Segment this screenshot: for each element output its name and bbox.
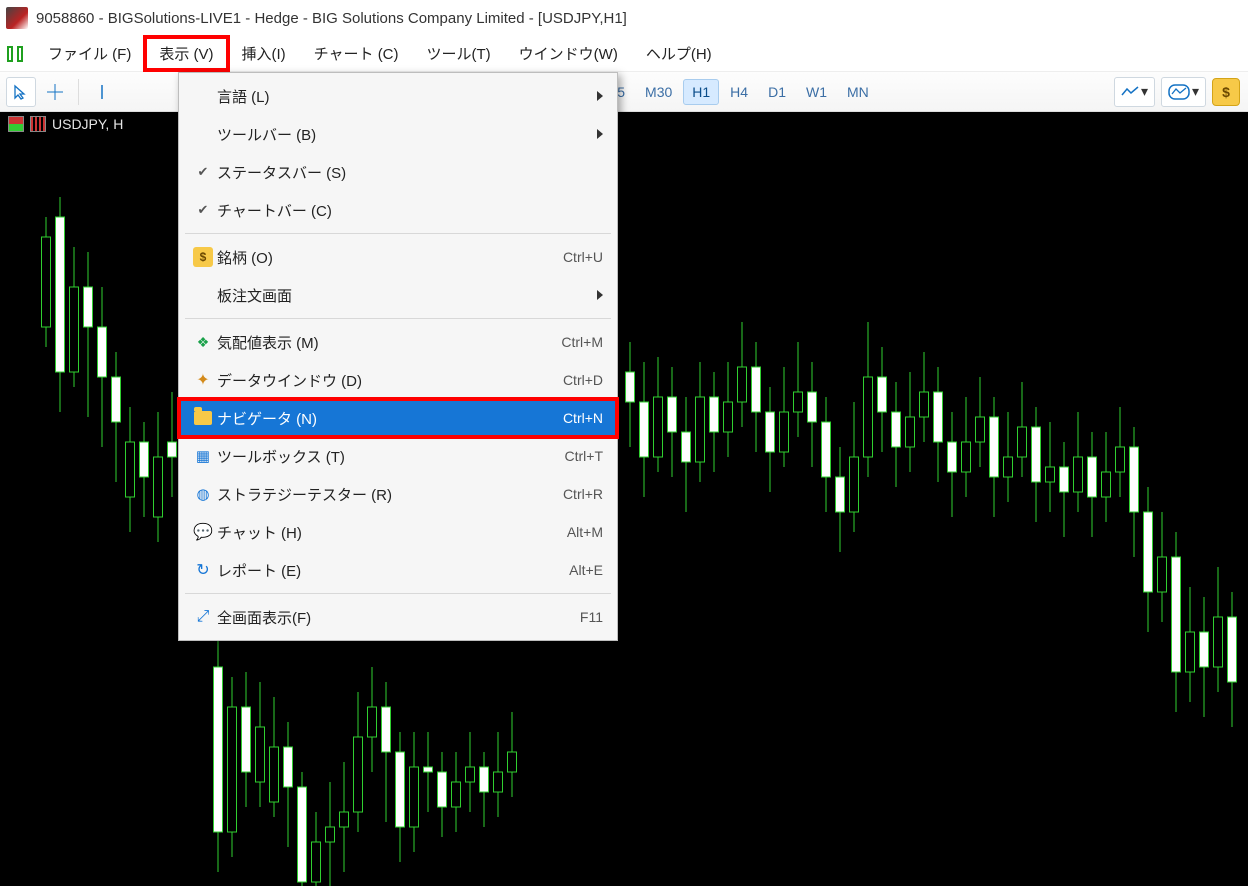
full-icon: ⤢ xyxy=(189,608,217,626)
dropdown-item-label: データウインドウ (D) xyxy=(217,370,563,391)
submenu-arrow-icon xyxy=(597,290,603,300)
menu-item[interactable]: ツール(T) xyxy=(413,37,505,70)
menu-item[interactable]: 表示 (V) xyxy=(145,37,227,70)
check-icon xyxy=(189,202,217,218)
toolbar-separator xyxy=(78,79,79,105)
dropdown-item-label: ストラテジーテスター (R) xyxy=(217,484,563,505)
timeframe-mn[interactable]: MN xyxy=(838,79,878,105)
menu-item[interactable]: チャート (C) xyxy=(300,37,413,70)
app-icon xyxy=(6,7,28,29)
dropdown-item-label: レポート (E) xyxy=(217,560,569,581)
mt-logo-icon xyxy=(4,43,26,65)
dropdown-item-label: 銘柄 (O) xyxy=(217,247,563,268)
tester-icon: ◍ xyxy=(189,485,217,503)
timeframe-h1[interactable]: H1 xyxy=(683,79,719,105)
line-chart-button[interactable]: ▾ xyxy=(1114,77,1155,107)
submenu-arrow-icon xyxy=(597,91,603,101)
symbol-icon: $ xyxy=(189,247,217,267)
dropdown-item-label: 気配値表示 (M) xyxy=(217,332,561,353)
vline-tool-button[interactable] xyxy=(87,77,117,107)
dropdown-item[interactable]: 💬チャット (H)Alt+M xyxy=(179,513,617,551)
dropdown-item[interactable]: ❖気配値表示 (M)Ctrl+M xyxy=(179,323,617,361)
shortcut-label: Alt+M xyxy=(567,524,603,540)
dropdown-separator xyxy=(185,233,611,234)
dropdown-item-label: ステータスバー (S) xyxy=(217,162,603,183)
timeframe-d1[interactable]: D1 xyxy=(759,79,795,105)
report-icon: ↻ xyxy=(189,560,217,580)
shortcut-label: Ctrl+U xyxy=(563,249,603,265)
indicator-button[interactable]: ▾ xyxy=(1161,77,1206,107)
menu-item[interactable]: ファイル (F) xyxy=(34,37,145,70)
menu-item[interactable]: ヘルプ(H) xyxy=(632,37,726,70)
view-dropdown-menu: 言語 (L) ツールバー (B) ステータスバー (S) チャートバー (C) $銘柄 … xyxy=(178,72,618,641)
dropdown-item[interactable]: ✦データウインドウ (D)Ctrl+D xyxy=(179,361,617,399)
window-title: 9058860 - BIGSolutions-LIVE1 - Hedge - B… xyxy=(36,10,627,27)
dollar-button[interactable]: $ xyxy=(1212,78,1240,106)
dropdown-item-label: 全画面表示(F) xyxy=(217,607,580,628)
dropdown-item[interactable]: ナビゲータ (N)Ctrl+N xyxy=(179,399,617,437)
dropdown-item[interactable]: ステータスバー (S) xyxy=(179,153,617,191)
shortcut-label: Ctrl+M xyxy=(561,334,603,350)
chat-icon: 💬 xyxy=(189,522,217,542)
menu-item[interactable]: 挿入(I) xyxy=(228,37,300,70)
dropdown-item[interactable]: $銘柄 (O)Ctrl+U xyxy=(179,238,617,276)
dropdown-item-label: 言語 (L) xyxy=(217,86,597,107)
dropdown-item[interactable]: ▦ツールボックス (T)Ctrl+T xyxy=(179,437,617,475)
dropdown-separator xyxy=(185,593,611,594)
menu-item[interactable]: ウインドウ(W) xyxy=(505,37,632,70)
dropdown-item-label: ツールボックス (T) xyxy=(217,446,565,467)
crosshair-tool-button[interactable] xyxy=(40,77,70,107)
cursor-tool-button[interactable] xyxy=(6,77,36,107)
shortcut-label: Ctrl+D xyxy=(563,372,603,388)
submenu-arrow-icon xyxy=(597,129,603,139)
shortcut-label: F11 xyxy=(580,609,603,625)
dropdown-separator xyxy=(185,318,611,319)
menubar: ファイル (F)表示 (V)挿入(I)チャート (C)ツール(T)ウインドウ(W… xyxy=(0,36,1248,72)
dropdown-item-label: ナビゲータ (N) xyxy=(217,408,563,429)
folder-icon xyxy=(189,411,217,425)
data-icon: ✦ xyxy=(189,370,217,390)
shortcut-label: Ctrl+R xyxy=(563,486,603,502)
shortcut-label: Ctrl+N xyxy=(563,410,603,426)
dropdown-item[interactable]: 板注文画面 xyxy=(179,276,617,314)
timeframe-m30[interactable]: M30 xyxy=(636,79,681,105)
dropdown-item[interactable]: ↻レポート (E)Alt+E xyxy=(179,551,617,589)
dropdown-item-label: 板注文画面 xyxy=(217,285,597,306)
timeframe-w1[interactable]: W1 xyxy=(797,79,836,105)
dropdown-item-label: チャートバー (C) xyxy=(217,200,603,221)
dropdown-item-label: チャット (H) xyxy=(217,522,567,543)
dropdown-item[interactable]: チャートバー (C) xyxy=(179,191,617,229)
titlebar: 9058860 - BIGSolutions-LIVE1 - Hedge - B… xyxy=(0,0,1248,36)
dropdown-item-label: ツールバー (B) xyxy=(217,124,597,145)
check-icon xyxy=(189,164,217,180)
shortcut-label: Alt+E xyxy=(569,562,603,578)
toolbox-icon: ▦ xyxy=(189,447,217,465)
dropdown-item[interactable]: ◍ストラテジーテスター (R)Ctrl+R xyxy=(179,475,617,513)
dropdown-item[interactable]: 言語 (L) xyxy=(179,77,617,115)
dropdown-item[interactable]: ツールバー (B) xyxy=(179,115,617,153)
dropdown-item[interactable]: ⤢全画面表示(F)F11 xyxy=(179,598,617,636)
market-icon: ❖ xyxy=(189,334,217,351)
timeframe-h4[interactable]: H4 xyxy=(721,79,757,105)
shortcut-label: Ctrl+T xyxy=(565,448,604,464)
